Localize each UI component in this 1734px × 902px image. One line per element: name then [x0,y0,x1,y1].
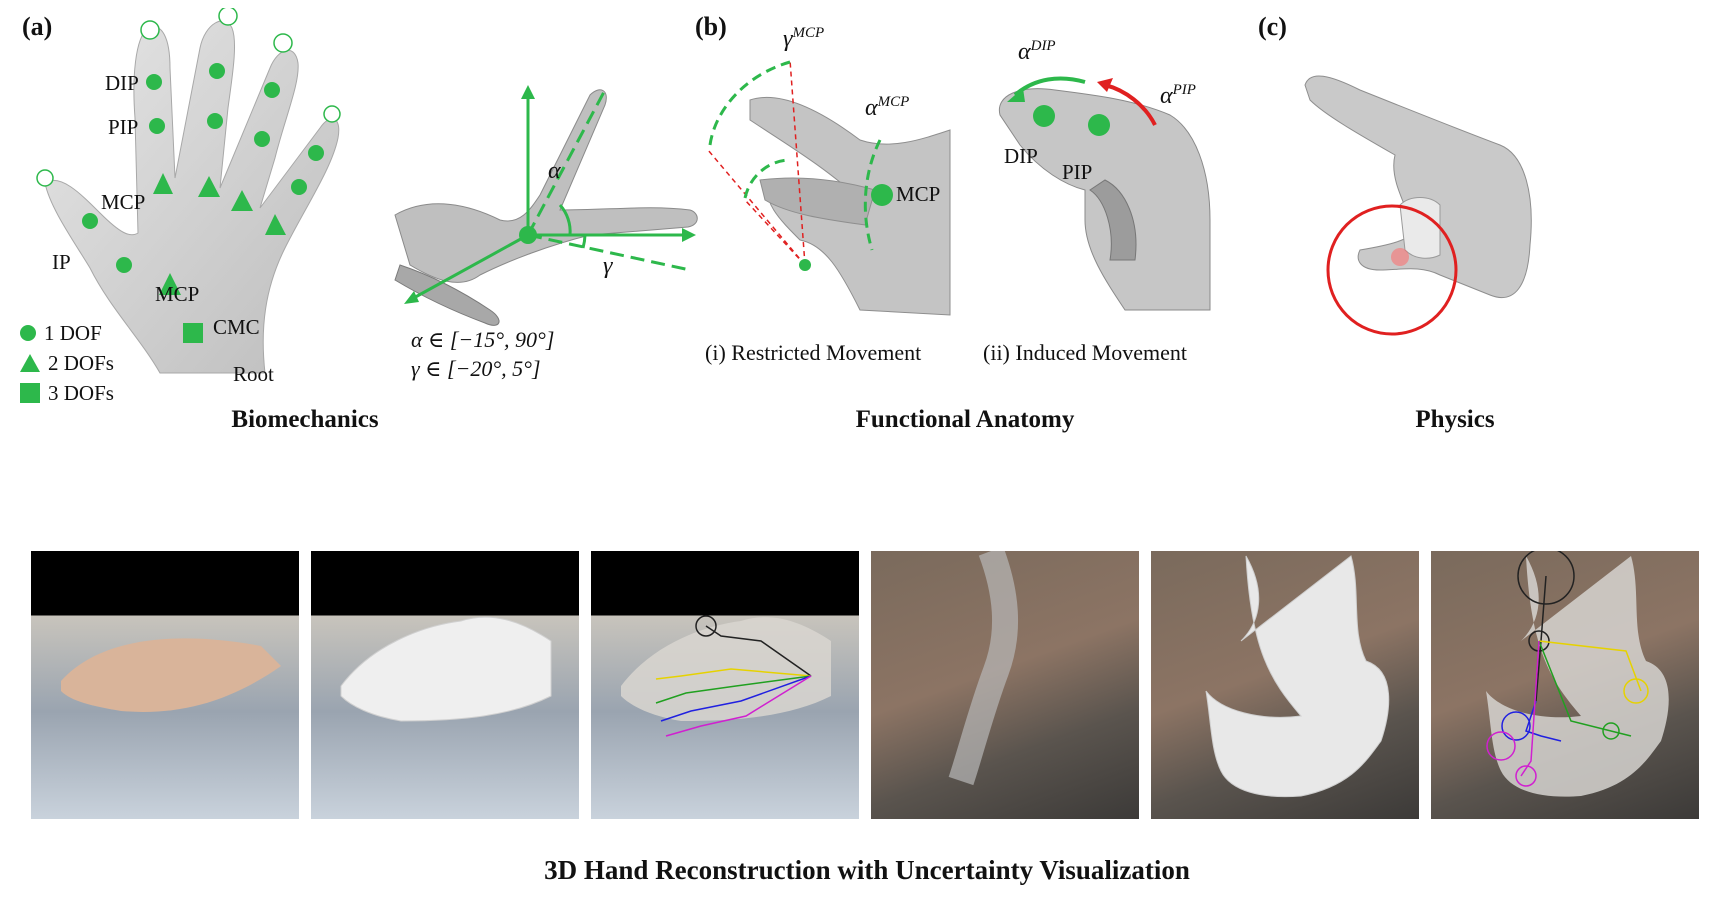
pip-label-b: PIP [1062,160,1093,184]
gamma-range: γ ∈ [−20°, 5°] [411,356,541,381]
alpha-mcp-symbol: αMCP [865,94,909,122]
pip-label: PIP [108,115,139,139]
title-functional-anatomy: Functional Anatomy [855,406,1075,433]
dof-legend: 1 DOF 2 DOFs 3 DOFs [20,318,114,408]
legend-1dof: 1 DOF [20,318,114,348]
alpha-dip-sup: DIP [1030,38,1056,54]
cmc-label: CMC [213,315,260,339]
induced-movement-diagram [998,76,1211,311]
mcp-label-thumb: MCP [155,282,200,306]
caption-induced-movement: (ii) Induced Movement [983,340,1188,365]
dip-label: DIP [105,71,139,95]
photo-input-rgb-1 [31,551,299,819]
photo-uncertainty-2 [1431,551,1699,819]
alpha-mcp-sym: α [865,95,878,121]
panel-c-letter: (c) [1258,12,1287,41]
photo-mesh-overlay-2 [1151,551,1419,819]
restricted-movement-diagram [707,59,951,316]
square-icon [20,383,40,403]
physics-hand-illustration [1304,75,1532,336]
alpha-pip-symbol: αPIP [1160,82,1196,110]
dip-label-b: DIP [1004,144,1038,168]
triangle-icon [20,354,40,372]
caption-restricted-movement: (i) Restricted Movement [705,340,922,365]
alpha-mcp-sup: MCP [877,94,910,110]
legend-label: 2 DOFs [48,350,114,375]
alpha-pip-sup: PIP [1172,82,1196,98]
legend-label: 1 DOF [44,320,102,345]
gamma-symbol: γ [603,253,613,279]
legend-label: 3 DOFs [48,380,114,405]
bottom-caption: 3D Hand Reconstruction with Uncertainty … [544,855,1190,885]
alpha-range: α ∈ [−15°, 90°] [411,327,555,352]
alpha-dip-symbol: αDIP [1018,38,1056,66]
gamma-mcp-sym: γ [783,26,793,52]
hand-skeleton-illustration [36,8,341,374]
photo-uncertainty-1 [591,551,859,819]
photo-input-rgb-2 [871,551,1139,819]
gamma-mcp-symbol: γMCP [783,25,824,53]
panel-b-letter: (b) [695,12,727,41]
ip-label: IP [52,250,71,274]
photo-mesh-overlay-1 [311,551,579,819]
alpha-symbol: α [548,158,561,184]
mcp-label-finger: MCP [101,190,146,214]
title-physics: Physics [1415,406,1495,433]
alpha-pip-sym: α [1160,83,1173,109]
finger-angle-diagram [394,85,698,326]
legend-2dof: 2 DOFs [20,348,114,378]
panel-a-letter: (a) [22,12,53,41]
root-label: Root [233,362,274,386]
mcp-label-b: MCP [896,182,941,206]
alpha-dip-sym: α [1018,39,1031,65]
gamma-mcp-sup: MCP [792,25,825,41]
circle-icon [20,325,36,341]
legend-3dof: 3 DOFs [20,378,114,408]
title-biomechanics: Biomechanics [231,406,379,433]
